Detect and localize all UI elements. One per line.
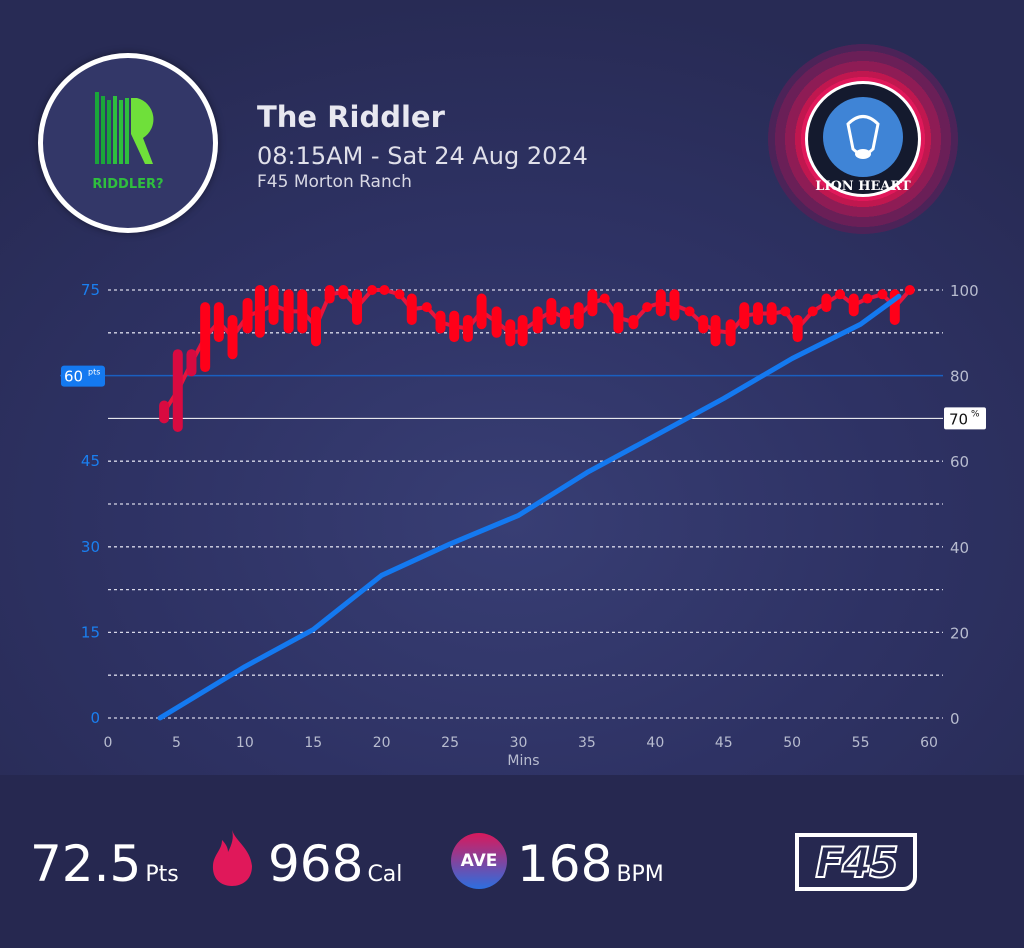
- bpm-unit: BPM: [616, 862, 664, 887]
- x-tick-label: 15: [304, 735, 322, 751]
- left-tick-label: 15: [81, 623, 100, 641]
- x-tick-label: 25: [441, 735, 459, 751]
- points-line: [157, 293, 902, 721]
- right-tick-label: 60: [950, 453, 969, 471]
- threshold-unit: %: [971, 409, 980, 419]
- x-tick-label: 30: [510, 735, 528, 751]
- member-name: The Riddler: [257, 100, 445, 134]
- x-tick-label: 35: [578, 735, 596, 751]
- riddler-logo: RIDDLER?: [38, 53, 218, 233]
- left-tick-label: 45: [81, 452, 100, 470]
- left-tick-label: 30: [81, 538, 100, 556]
- calories-stat: 968 Cal: [268, 835, 402, 893]
- points-unit: Pts: [145, 862, 179, 887]
- riddler-logo-icon: RIDDLER?: [92, 92, 164, 192]
- flame-icon: [212, 830, 252, 886]
- target-points-label: 60: [64, 368, 83, 386]
- target-points-unit: pts: [88, 368, 100, 377]
- x-tick-label: 5: [172, 735, 181, 751]
- f45-logo-text: F45: [814, 837, 899, 888]
- average-badge: AVE: [451, 833, 507, 889]
- right-tick-label: 0: [950, 710, 960, 728]
- x-tick-label: 50: [783, 735, 801, 751]
- bpm-stat: 168 BPM: [517, 835, 664, 893]
- workout-chart: 60 pts 70 % 0 15 30 45 75 0 20 40 60 80 100 0 5 10 15 20 25 3…: [60, 281, 986, 769]
- svg-text:RIDDLER?: RIDDLER?: [92, 177, 163, 192]
- session-datetime: 08:15AM - Sat 24 Aug 2024: [257, 142, 588, 170]
- calories-value: 968: [268, 835, 364, 893]
- x-tick-label: 40: [646, 735, 664, 751]
- f45-logo: F45: [795, 833, 917, 891]
- right-tick-label: 20: [950, 624, 969, 642]
- bpm-value: 168: [517, 835, 613, 893]
- threshold-badge: [944, 407, 986, 430]
- x-tick-label: 60: [920, 735, 938, 751]
- target-points-badge: [61, 365, 105, 387]
- lion-heart-icon: LION HEART: [805, 81, 921, 197]
- x-tick-label: 10: [236, 735, 254, 751]
- x-tick-label: 0: [104, 735, 113, 751]
- x-tick-label: 20: [373, 735, 391, 751]
- svg-text:LION HEART: LION HEART: [815, 179, 911, 194]
- points-value: 72.5: [30, 835, 142, 893]
- right-tick-label: 40: [950, 539, 969, 557]
- left-tick-label: 75: [81, 281, 100, 299]
- lion-heart-badge: LION HEART: [768, 44, 958, 234]
- x-tick-label: 45: [715, 735, 733, 751]
- x-axis-title: Mins: [507, 753, 539, 769]
- points-stat: 72.5 Pts: [30, 835, 179, 893]
- right-tick-label: 100: [950, 282, 979, 300]
- threshold-label: 70: [949, 410, 968, 428]
- calories-unit: Cal: [367, 862, 403, 887]
- left-tick-label: 0: [90, 709, 100, 727]
- x-tick-label: 55: [852, 735, 870, 751]
- right-tick-label: 80: [950, 368, 969, 386]
- studio-location: F45 Morton Ranch: [257, 172, 412, 192]
